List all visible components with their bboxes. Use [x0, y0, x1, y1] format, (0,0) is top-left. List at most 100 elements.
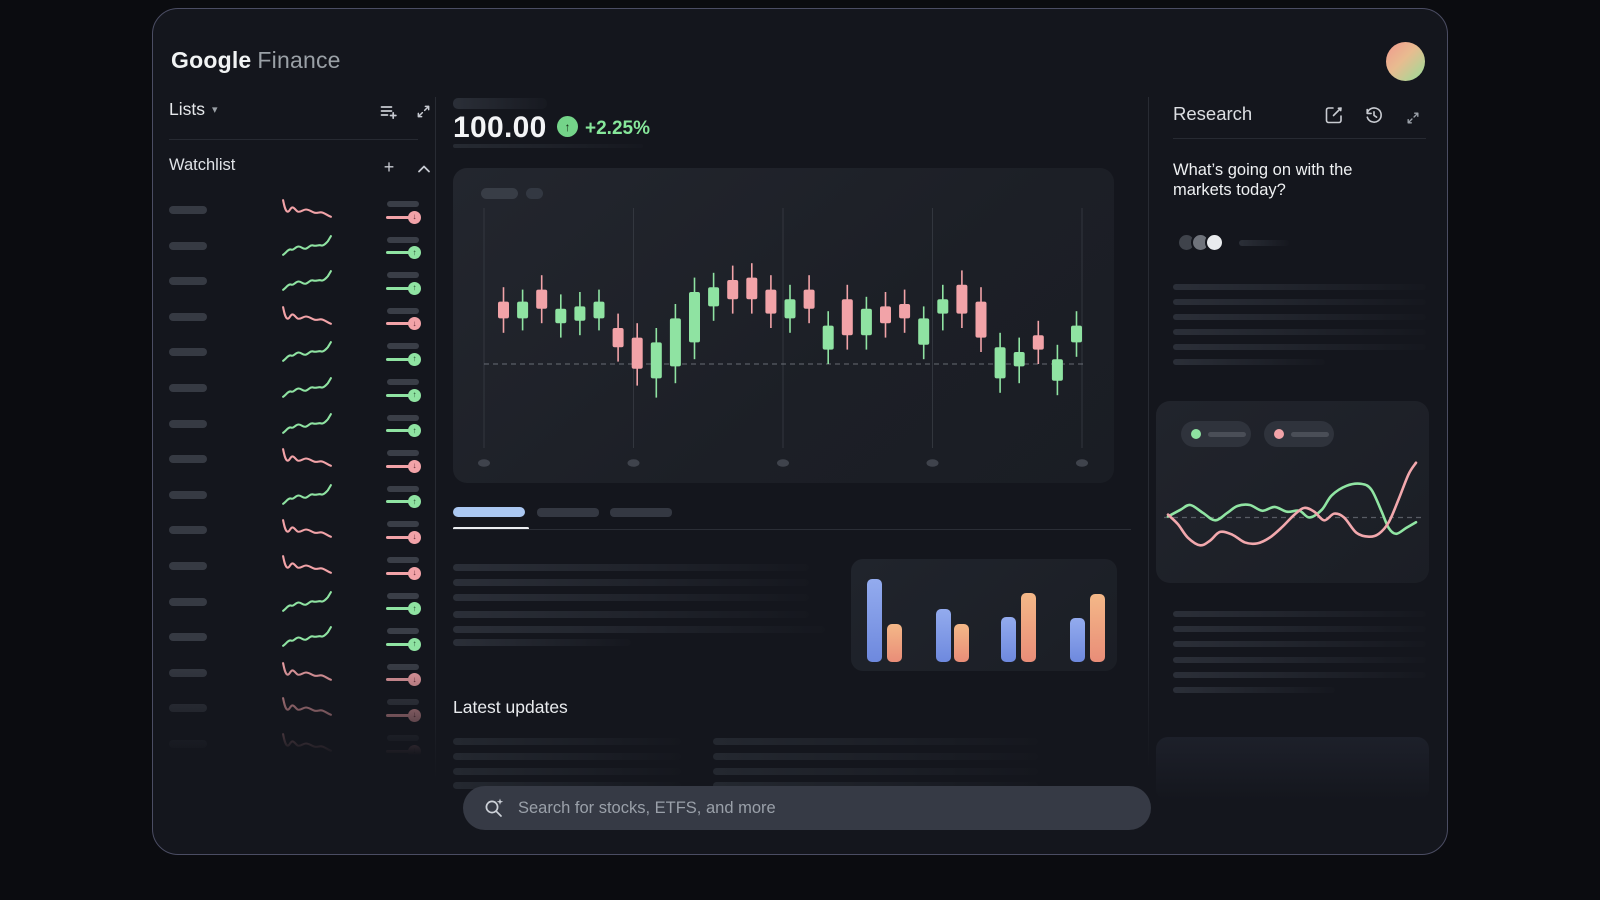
watchlist-row[interactable]: ↑ — [169, 587, 421, 617]
arrow-down-icon: ↓ — [412, 710, 417, 720]
watchlist-row[interactable]: ↑ — [169, 266, 421, 296]
arrow-up-icon: ↑ — [412, 603, 417, 613]
watchlist-row[interactable]: ↑ — [169, 373, 421, 403]
research-skeleton-line — [1173, 359, 1325, 365]
research-divider — [1173, 138, 1426, 139]
sparkline — [282, 661, 332, 681]
change-bar — [386, 535, 410, 539]
watchlist-title: Watchlist — [169, 156, 236, 174]
legend-pill-down[interactable] — [1264, 421, 1334, 447]
caret-down-icon: ▾ — [211, 104, 218, 116]
divider-main-research — [1148, 97, 1149, 769]
chart-range-pill[interactable] — [481, 188, 518, 199]
news-skeleton-line — [713, 782, 1038, 789]
watchlist-row[interactable]: ↑ — [169, 622, 421, 652]
ticker-skeleton — [169, 348, 207, 357]
sparkline — [282, 733, 332, 752]
research-chart-card — [1156, 401, 1429, 583]
tab-2[interactable] — [537, 508, 599, 517]
watchlist-row[interactable]: ↓ — [169, 302, 421, 332]
change-bar — [386, 713, 410, 717]
price-skeleton — [387, 450, 419, 457]
watchlist-row[interactable]: ↓ — [169, 195, 421, 225]
arrow-up-icon: ↑ — [412, 283, 417, 293]
lists-label: Lists — [169, 99, 205, 119]
ticker-skeleton — [169, 206, 207, 214]
news-skeleton-line — [713, 753, 1038, 760]
sparkline — [282, 448, 332, 467]
sparkline — [282, 697, 332, 717]
arrow-down-icon: ↓ — [412, 212, 417, 221]
tab-3[interactable] — [610, 508, 672, 517]
research-skeleton-line — [1173, 329, 1426, 335]
change-bar — [386, 642, 410, 646]
stack-avatar-3 — [1205, 233, 1224, 252]
ticker-skeleton — [169, 704, 207, 713]
trend-badge: ↓ — [408, 708, 421, 722]
ticker-skeleton — [169, 490, 207, 499]
research-skeleton-line — [1173, 611, 1426, 617]
chart-option-pill[interactable] — [526, 188, 543, 199]
arrow-up-icon: ↑ — [412, 390, 417, 399]
sparkline — [282, 341, 332, 363]
search-bar[interactable] — [463, 786, 1151, 830]
playlist-add-icon — [380, 105, 397, 119]
app-window: Google Finance Lists ▾ Watchlist + — [152, 8, 1448, 855]
change-bar — [386, 393, 410, 397]
trend-badge: ↑ — [408, 246, 421, 260]
watchlist-row[interactable]: ↓ — [169, 693, 421, 723]
tab-active[interactable] — [453, 507, 525, 517]
watchlist-row[interactable]: ↓ — [169, 551, 421, 581]
research-expand-button[interactable] — [1402, 107, 1424, 129]
change-bar — [386, 429, 410, 433]
price-skeleton — [387, 485, 419, 492]
legend-pill-up[interactable] — [1181, 421, 1251, 447]
trend-badge: ↑ — [408, 424, 421, 438]
sparkline — [282, 234, 332, 256]
news-skeleton-line — [453, 782, 681, 789]
skeleton-line — [453, 594, 809, 601]
research-skeleton-line — [1173, 672, 1426, 678]
watchlist-header: Watchlist + — [169, 156, 430, 180]
watchlist-row[interactable]: ↑ — [169, 480, 421, 510]
ticker-skeleton — [169, 277, 207, 286]
avatar[interactable] — [1386, 42, 1425, 81]
watchlist-row[interactable]: ↓ — [169, 658, 421, 688]
trend-badge: ↑ — [408, 281, 421, 295]
change-bar — [386, 286, 410, 290]
watchlist-row[interactable]: ↓ — [169, 444, 421, 474]
price-skeleton — [387, 201, 419, 207]
research-history-button[interactable] — [1363, 104, 1385, 126]
price-skeleton — [387, 272, 419, 279]
price-skeleton — [387, 236, 419, 243]
trend-badge: ↓ — [408, 530, 421, 544]
research-skeleton-line — [1173, 284, 1426, 290]
expand-lists-button[interactable] — [412, 100, 434, 122]
research-skeleton-line — [1173, 314, 1426, 320]
arrow-up-icon: ↑ — [412, 639, 417, 649]
change-percent: +2.25% — [585, 118, 650, 139]
trend-badge: ↑ — [408, 602, 421, 616]
candlestick-card — [453, 168, 1114, 483]
add-to-list-button[interactable] — [377, 100, 399, 122]
trend-badge: ↓ — [408, 459, 421, 473]
research-compose-button[interactable] — [1323, 104, 1345, 126]
watchlist-row[interactable]: ↓ — [169, 729, 421, 759]
watchlist-collapse-button[interactable] — [413, 158, 435, 180]
watchlist-add-button[interactable]: + — [378, 156, 400, 178]
search-input[interactable] — [518, 798, 1131, 818]
divider-sidebar-main — [435, 97, 436, 781]
watchlist-row[interactable]: ↑ — [169, 409, 421, 439]
price-skeleton — [387, 307, 419, 314]
change-bar — [386, 500, 410, 504]
search-sparkle-icon — [485, 798, 504, 817]
watchlist-row[interactable]: ↑ — [169, 337, 421, 367]
lists-dropdown[interactable]: Lists ▾ — [169, 99, 218, 119]
arrow-up-icon: ↑ — [412, 496, 417, 506]
watchlist-row[interactable]: ↑ — [169, 231, 421, 261]
sparkline — [282, 519, 332, 539]
google-finance-logo: Google Finance — [171, 47, 341, 74]
ticker-skeleton — [169, 562, 207, 570]
sparkline — [282, 555, 332, 574]
watchlist-row[interactable]: ↓ — [169, 515, 421, 545]
